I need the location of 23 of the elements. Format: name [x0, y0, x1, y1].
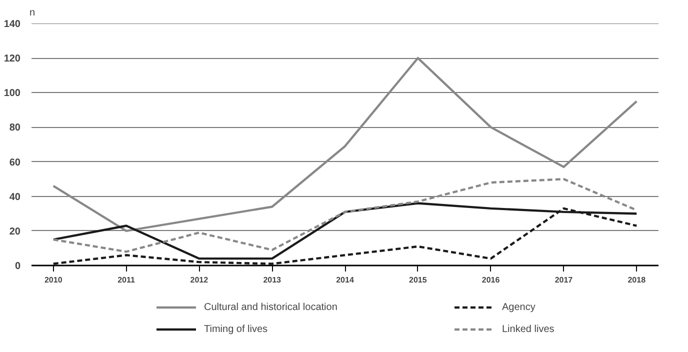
y-tick-label: 20 [9, 226, 21, 238]
x-tick-label: 2017 [554, 276, 574, 284]
line-series [52, 56, 638, 232]
y-tick-label: 40 [9, 192, 21, 203]
y-axis-title: n [30, 8, 36, 18]
y-tick-label: 60 [9, 157, 21, 168]
x-tick-label: 2016 [482, 276, 500, 284]
legend-label: Timing of lives [204, 323, 269, 335]
legend-label: Cultural and historical location [204, 301, 338, 313]
x-tick-label: 2014 [336, 276, 354, 284]
y-tick-label: 120 [4, 54, 21, 65]
legend-label: Agency [502, 301, 536, 313]
x-tick-label: 2018 [628, 276, 646, 284]
y-tick-label: 100 [4, 88, 21, 100]
x-tick-label: 2011 [118, 276, 136, 284]
x-tick-label: 2013 [263, 276, 282, 284]
x-tick-label: 2010 [44, 276, 63, 284]
y-tick-label: 140 [4, 19, 21, 30]
legend-label: Linked lives [502, 323, 556, 335]
x-tick-label: 2012 [190, 276, 209, 284]
y-tick-label: 0 [14, 261, 21, 272]
x-tick-label: 2015 [409, 276, 428, 284]
y-tick-label: 80 [9, 122, 21, 134]
